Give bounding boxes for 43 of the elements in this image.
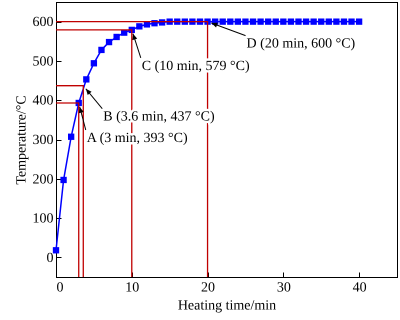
point xyxy=(227,18,234,25)
point xyxy=(136,23,143,30)
annotation: D (20 min, 600 °C) xyxy=(246,36,356,52)
point xyxy=(288,18,294,25)
point xyxy=(340,18,348,25)
point xyxy=(90,60,98,66)
x-tick-label: 20 xyxy=(201,280,216,296)
point xyxy=(295,18,302,25)
point xyxy=(356,18,362,25)
point xyxy=(318,18,324,25)
point xyxy=(234,18,242,25)
point xyxy=(83,76,90,83)
y-tick-label: 300 xyxy=(32,133,54,148)
point xyxy=(98,46,105,54)
y-tick-label: 100 xyxy=(32,212,54,227)
point xyxy=(60,176,67,184)
point xyxy=(113,34,120,40)
x-tick-label: 0 xyxy=(56,280,64,296)
point xyxy=(68,134,74,140)
point xyxy=(310,18,317,25)
point xyxy=(348,18,355,25)
point xyxy=(302,18,310,25)
y-axis-title: Temperature/°C xyxy=(14,95,30,185)
x-tick-label: 40 xyxy=(352,280,367,296)
x-tick-label: 10 xyxy=(125,280,140,296)
x-tick-label: 30 xyxy=(276,280,291,296)
point xyxy=(265,18,272,25)
point xyxy=(220,18,226,25)
y-tick-label: 0 xyxy=(46,250,54,266)
point xyxy=(52,247,60,254)
point xyxy=(272,18,279,25)
point xyxy=(242,18,249,25)
point xyxy=(326,18,332,25)
point xyxy=(257,18,264,25)
y-tick-label: 400 xyxy=(32,94,54,109)
point xyxy=(280,18,286,25)
point xyxy=(106,38,112,46)
point xyxy=(250,18,256,25)
x-axis-title: Heating time/min xyxy=(178,298,276,314)
point xyxy=(333,18,340,25)
y-tick-label: 600 xyxy=(32,15,54,30)
y-tick-label: 500 xyxy=(32,54,54,70)
y-tick-label: 200 xyxy=(32,172,54,188)
